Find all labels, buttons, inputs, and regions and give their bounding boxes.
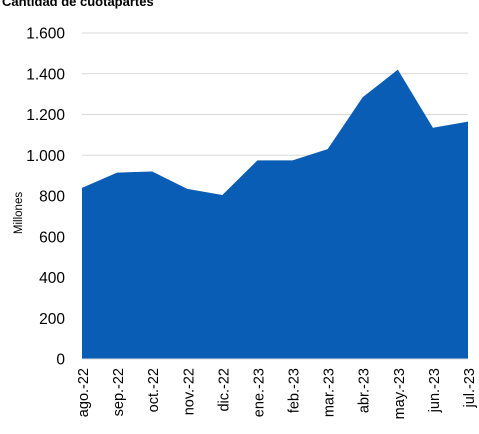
plot-area (82, 69, 468, 360)
chart-title: Cantidad de cuotapartes (2, 0, 154, 9)
y-tick-label: 1.000 (26, 148, 65, 165)
y-axis-label: Millones (13, 192, 25, 234)
x-tick-label: feb.-23 (287, 368, 303, 413)
x-tick-label: sep.-22 (111, 368, 127, 416)
x-tick-label: oct.-22 (146, 368, 162, 412)
y-tick-label: 1.200 (26, 107, 65, 124)
y-tick-label: 400 (39, 270, 65, 287)
y-tick-label: 600 (39, 229, 65, 246)
x-tick-label: nov.-22 (181, 368, 197, 415)
y-axis-ticks: 0 200 400 600 800 1.000 1.200 1.400 1.600 (26, 26, 65, 369)
y-tick-label: 1.600 (26, 26, 65, 43)
y-tick-label: 1.400 (26, 66, 65, 83)
x-tick-label: abr.-23 (357, 368, 373, 413)
x-tick-label: may.-23 (392, 368, 408, 419)
x-tick-label: mar.-23 (322, 368, 338, 417)
x-tick-label: ago.-22 (76, 368, 92, 417)
y-tick-label: 0 (56, 352, 65, 369)
y-tick-label: 200 (39, 311, 65, 328)
x-tick-label: dic.-22 (216, 368, 232, 412)
x-tick-label: jul.-23 (462, 368, 478, 409)
x-tick-label: jun.-23 (427, 368, 443, 413)
x-tick-label: ene.-23 (251, 368, 267, 417)
y-tick-label: 800 (39, 189, 65, 206)
x-axis-ticks: ago.-22 sep.-22 oct.-22 nov.-22 dic.-22 ene.-… (76, 368, 478, 419)
series-area (82, 69, 468, 360)
